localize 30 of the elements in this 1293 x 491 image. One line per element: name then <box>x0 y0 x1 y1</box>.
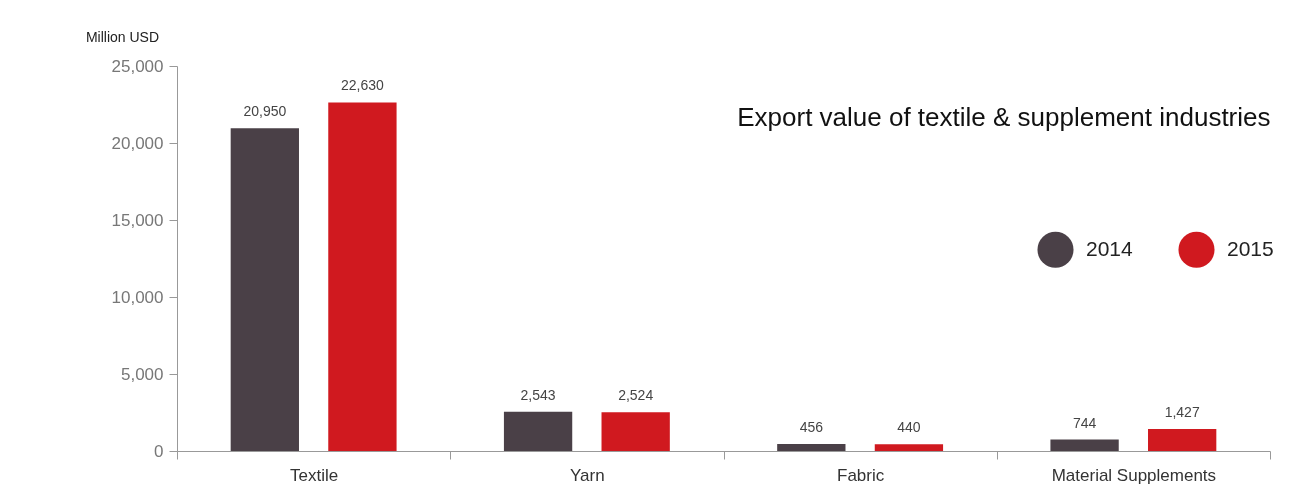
bar <box>777 443 846 451</box>
y-tick-label: 20,000 <box>111 133 164 153</box>
data-label: 20,950 <box>243 103 287 120</box>
x-tick-label: Textile <box>290 465 339 485</box>
data-label: 2,543 <box>520 386 556 403</box>
y-axis-title: Million USD <box>85 28 160 45</box>
bar <box>874 444 944 451</box>
legend-label: 2015 <box>1227 236 1274 260</box>
bar <box>1050 439 1119 451</box>
x-tick-label: Fabric <box>837 465 885 485</box>
bar <box>1148 429 1217 451</box>
data-label: 744 <box>1072 414 1097 431</box>
bar <box>230 128 299 451</box>
data-label: 440 <box>897 419 921 436</box>
data-label: 456 <box>799 418 824 435</box>
x-tick-label: Material Supplements <box>1051 465 1217 485</box>
data-label: 22,630 <box>341 77 385 94</box>
y-tick-label: 15,000 <box>111 210 164 230</box>
bar <box>503 411 573 451</box>
y-tick-label: 10,000 <box>111 287 164 307</box>
y-tick-label: 25,000 <box>111 56 164 76</box>
data-label: 1,427 <box>1164 404 1200 421</box>
y-tick-label: 0 <box>154 441 164 461</box>
bar <box>601 412 670 451</box>
bar <box>328 102 397 451</box>
y-tick-label: 5,000 <box>120 364 164 384</box>
legend-label: 2014 <box>1086 236 1134 260</box>
text: Export value of textile & supplement industries <box>737 102 1271 132</box>
data-label: 2,524 <box>618 387 654 404</box>
x-tick-label: Yarn <box>570 465 605 485</box>
